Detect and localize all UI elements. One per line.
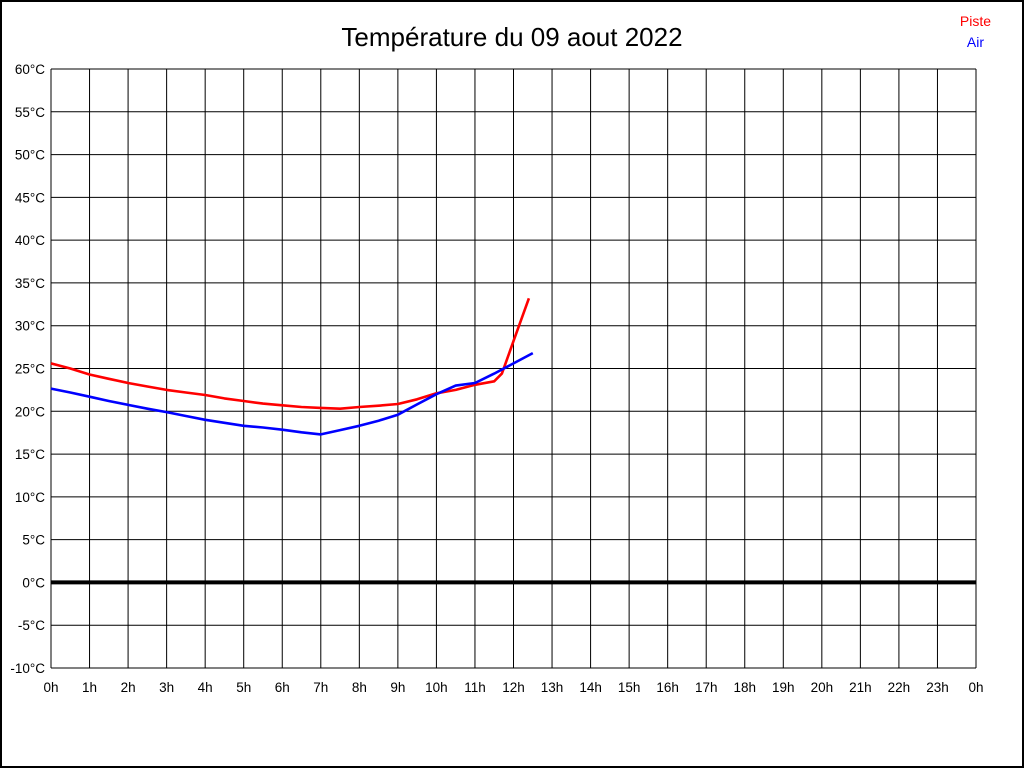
y-tick-label: 20°C xyxy=(15,404,45,419)
x-tick-label: 10h xyxy=(425,680,448,695)
x-tick-label: 20h xyxy=(811,680,834,695)
x-tick-label: 5h xyxy=(236,680,251,695)
x-tick-label: 4h xyxy=(198,680,213,695)
x-tick-label: 16h xyxy=(656,680,679,695)
series-line-piste xyxy=(50,297,531,411)
x-tick-label: 15h xyxy=(618,680,641,695)
x-tick-label: 9h xyxy=(390,680,405,695)
y-tick-label: -5°C xyxy=(18,618,45,633)
y-tick-label: 45°C xyxy=(15,190,45,205)
x-tick-label: 7h xyxy=(313,680,328,695)
y-tick-label: 50°C xyxy=(15,148,45,163)
x-tick-label: 22h xyxy=(888,680,911,695)
x-tick-label: 14h xyxy=(579,680,602,695)
x-tick-label: 0h xyxy=(968,680,983,695)
y-tick-label: 30°C xyxy=(15,319,45,334)
legend-item-piste: Piste xyxy=(959,13,991,29)
y-tick-label: 5°C xyxy=(22,533,45,548)
x-tick-label: 6h xyxy=(275,680,290,695)
y-tick-label: 40°C xyxy=(15,233,45,248)
x-tick-label: 11h xyxy=(464,680,486,695)
y-tick-label: -10°C xyxy=(10,661,45,676)
x-tick-label: 3h xyxy=(159,680,174,695)
x-tick-label: 2h xyxy=(121,680,136,695)
legend-item-air: Air xyxy=(966,34,984,50)
y-tick-label: 60°C xyxy=(15,62,45,77)
series-line-air xyxy=(50,351,534,436)
chart-title: Température du 09 aout 2022 xyxy=(341,22,683,52)
x-tick-label: 12h xyxy=(502,680,525,695)
y-tick-label: 35°C xyxy=(15,276,45,291)
x-tick-label: 8h xyxy=(352,680,367,695)
y-tick-label: 15°C xyxy=(15,447,45,462)
x-tick-label: 23h xyxy=(926,680,949,695)
legend: Piste Air xyxy=(960,13,991,51)
y-tick-label: 10°C xyxy=(15,490,45,505)
x-tick-label: 19h xyxy=(772,680,795,695)
y-tick-label: 55°C xyxy=(15,105,45,120)
x-tick-label: 0h xyxy=(43,680,58,695)
x-tick-label: 21h xyxy=(849,680,872,695)
y-tick-label: 25°C xyxy=(15,362,45,377)
x-tick-label: 17h xyxy=(695,680,718,695)
x-tick-label: 1h xyxy=(82,680,97,695)
x-tick-label: 18h xyxy=(733,680,756,695)
x-tick-label: 13h xyxy=(541,680,564,695)
y-tick-label: 0°C xyxy=(22,575,45,590)
